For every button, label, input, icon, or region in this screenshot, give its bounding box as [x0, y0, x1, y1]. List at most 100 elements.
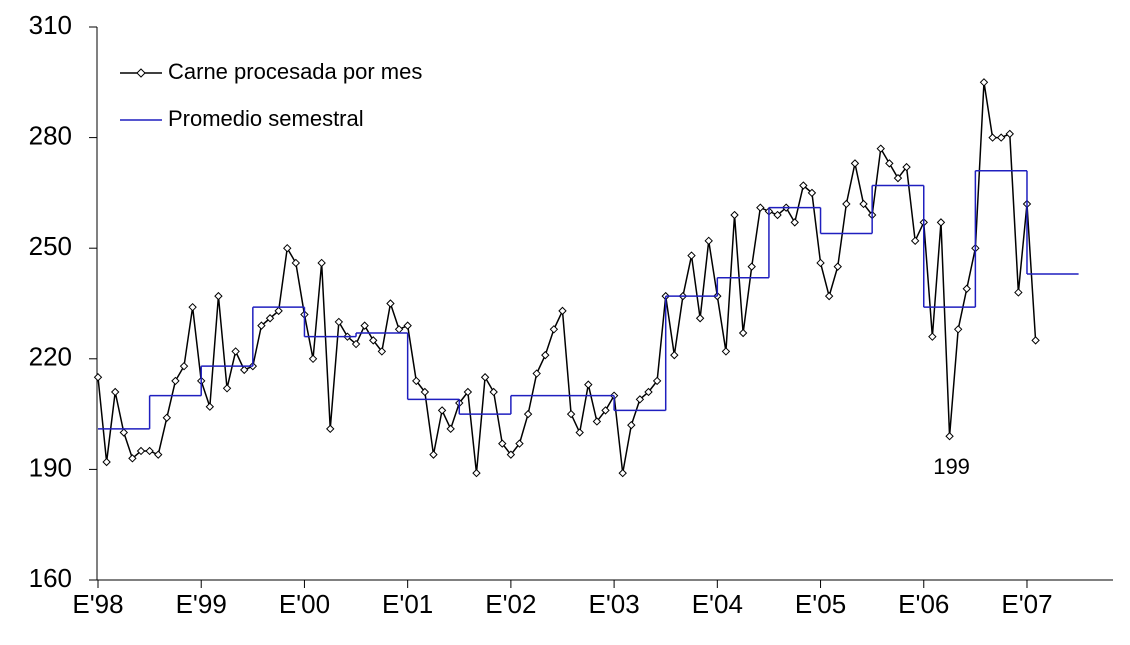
point-marker [584, 380, 593, 389]
point-marker [962, 284, 971, 293]
point-marker [635, 395, 645, 404]
x-tick-label: E'98 [72, 589, 123, 619]
point-marker [953, 325, 963, 334]
point-marker [730, 210, 739, 220]
point-marker [695, 314, 705, 323]
point-marker [231, 347, 240, 356]
point-marker [687, 251, 696, 260]
point-marker [162, 413, 172, 422]
point-marker [532, 369, 541, 378]
point-marker [618, 468, 627, 478]
point-marker [102, 457, 111, 467]
y-tick-label: 310 [29, 10, 72, 40]
x-tick-label: E'05 [795, 589, 846, 619]
point-marker [265, 314, 275, 323]
y-tick-label: 220 [29, 342, 72, 372]
point-marker [506, 450, 516, 459]
point-marker [480, 373, 490, 382]
point-marker [816, 258, 825, 268]
point-marker [558, 306, 567, 316]
point-marker [472, 468, 481, 478]
x-tick-label: E'04 [692, 589, 743, 619]
point-marker [360, 321, 369, 330]
point-marker [541, 350, 550, 360]
legend-marker [136, 68, 146, 78]
point-marker [446, 424, 455, 434]
annotation: 199 [933, 454, 970, 479]
point-marker [498, 439, 507, 448]
point-marker [119, 428, 129, 437]
point-marker [910, 236, 920, 246]
legend-label: Promedio semestral [168, 106, 364, 131]
point-marker [704, 236, 713, 246]
x-tick-label: E'07 [1001, 589, 1052, 619]
point-marker [240, 365, 249, 375]
point-marker [945, 432, 954, 441]
point-marker [721, 347, 731, 356]
point-marker [885, 159, 894, 168]
point-marker [738, 328, 748, 338]
point-marker [936, 218, 946, 227]
point-marker [136, 446, 146, 456]
point-marker [257, 321, 266, 330]
point-marker [420, 387, 430, 397]
point-marker [515, 439, 524, 448]
point-marker [377, 347, 387, 356]
y-tick-label: 250 [29, 231, 72, 261]
point-marker [1014, 288, 1023, 297]
point-marker [833, 262, 842, 271]
point-marker [412, 376, 421, 386]
point-marker [214, 291, 223, 301]
point-marker [154, 450, 163, 459]
point-marker [205, 402, 215, 411]
point-marker [773, 210, 782, 220]
point-marker [756, 203, 765, 212]
x-tick-label: E'06 [898, 589, 949, 619]
point-marker [644, 387, 653, 397]
legend-label: Carne procesada por mes [168, 59, 422, 84]
point-marker [652, 376, 662, 386]
point-marker [859, 199, 868, 209]
point-marker [988, 133, 997, 142]
point-marker [928, 332, 937, 341]
point-marker [790, 218, 799, 227]
x-tick-label: E'01 [382, 589, 433, 619]
point-marker [489, 387, 498, 397]
point-marker [893, 173, 903, 183]
point-marker [627, 420, 636, 430]
point-marker [128, 454, 137, 463]
point-marker [145, 446, 154, 456]
point-marker [222, 384, 232, 393]
point-marker [274, 306, 283, 316]
point-marker [369, 336, 378, 345]
point-marker [437, 406, 447, 415]
point-marker [463, 387, 473, 397]
point-marker [575, 428, 584, 437]
y-tick-label: 280 [29, 120, 72, 150]
point-marker [188, 302, 197, 312]
point-marker [670, 350, 679, 360]
point-marker [876, 144, 885, 153]
point-marker [824, 291, 834, 301]
point-marker [549, 325, 559, 334]
point-marker [179, 361, 189, 371]
point-marker [283, 243, 292, 253]
point-marker [799, 181, 808, 190]
point-marker [566, 409, 576, 419]
point-marker [592, 417, 602, 426]
point-marker [308, 354, 318, 364]
point-marker [93, 373, 103, 382]
point-marker [996, 133, 1006, 142]
point-marker [334, 317, 344, 327]
y-tick-label: 190 [29, 452, 72, 482]
point-marker [979, 78, 989, 87]
x-tick-label: E'99 [176, 589, 227, 619]
legend: Carne procesada por mes Promedio semestr… [120, 59, 422, 131]
x-tick-label: E'03 [588, 589, 639, 619]
point-marker [1005, 129, 1014, 139]
x-tick-label: E'02 [485, 589, 536, 619]
point-marker [429, 450, 438, 459]
point-marker [291, 258, 301, 268]
point-marker [807, 188, 817, 198]
